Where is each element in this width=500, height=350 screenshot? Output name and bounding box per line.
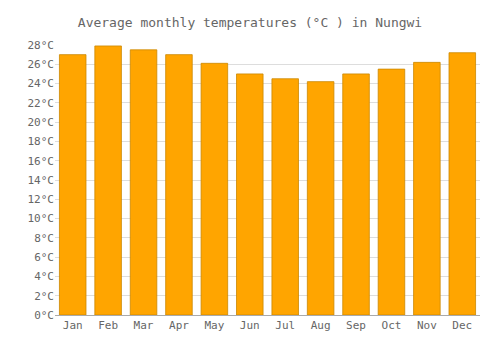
svg-text:8°C: 8°C	[34, 232, 54, 245]
svg-text:Jun: Jun	[240, 319, 260, 332]
svg-text:12°C: 12°C	[28, 193, 55, 206]
svg-text:22°C: 22°C	[28, 97, 55, 110]
svg-text:24°C: 24°C	[28, 77, 55, 90]
svg-text:26°C: 26°C	[28, 58, 55, 71]
svg-text:Mar: Mar	[134, 319, 154, 332]
svg-text:Apr: Apr	[169, 319, 189, 332]
svg-text:Average monthly temperatures (: Average monthly temperatures (°C ) in Nu…	[78, 15, 422, 30]
svg-text:Feb: Feb	[98, 319, 118, 332]
svg-text:May: May	[204, 319, 224, 332]
svg-text:14°C: 14°C	[28, 174, 55, 187]
svg-text:20°C: 20°C	[28, 116, 55, 129]
svg-text:Nov: Nov	[417, 319, 437, 332]
svg-text:10°C: 10°C	[28, 212, 55, 225]
svg-text:Jan: Jan	[63, 319, 83, 332]
svg-text:Aug: Aug	[311, 319, 331, 332]
svg-text:4°C: 4°C	[34, 270, 54, 283]
svg-text:6°C: 6°C	[34, 251, 54, 264]
svg-text:0°C: 0°C	[34, 309, 54, 322]
svg-text:18°C: 18°C	[28, 135, 55, 148]
svg-text:28°C: 28°C	[28, 39, 55, 52]
svg-text:Oct: Oct	[382, 319, 402, 332]
svg-text:16°C: 16°C	[28, 155, 55, 168]
svg-text:Dec: Dec	[452, 319, 472, 332]
svg-text:2°C: 2°C	[34, 290, 54, 303]
svg-text:Jul: Jul	[275, 319, 295, 332]
svg-text:Sep: Sep	[346, 319, 366, 332]
